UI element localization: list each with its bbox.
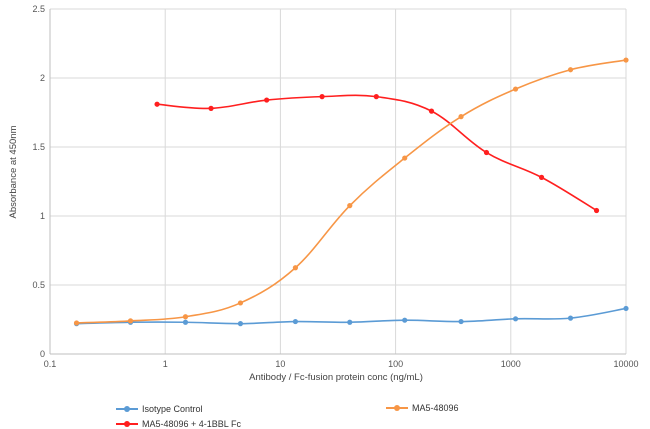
legend-item-ma5-48096-4-1bbl-fc: MA5-48096 + 4-1BBL Fc [116, 419, 241, 429]
data-point [402, 317, 408, 323]
data-point [458, 114, 464, 120]
data-point [127, 318, 134, 324]
y-tick-label: 1.5 [32, 142, 45, 152]
data-point [567, 315, 574, 321]
data-point [428, 108, 435, 114]
legend-swatch [116, 420, 138, 428]
data-point [458, 318, 464, 325]
data-point [154, 101, 160, 107]
series-line [76, 59, 627, 324]
y-tick-label: 2 [40, 73, 45, 83]
data-point [292, 265, 299, 271]
x-tick-label: 10000 [613, 359, 638, 369]
series-isotype-control [73, 305, 629, 327]
data-point [237, 321, 244, 327]
data-point [264, 97, 270, 103]
series-ma5-48096 [73, 57, 629, 326]
legend-item-ma5-48096: MA5-48096 [386, 403, 459, 413]
data-point [623, 305, 629, 312]
data-point [538, 174, 545, 180]
data-point [182, 319, 189, 325]
data-point [347, 203, 353, 209]
data-point [483, 149, 490, 156]
data-point [623, 57, 629, 63]
x-tick-label: 100 [388, 359, 403, 369]
data-point [182, 314, 189, 320]
legend-label: MA5-48096 [412, 403, 459, 413]
y-tick-label: 1 [40, 211, 45, 221]
gridlines [50, 8, 627, 354]
y-tick-label: 0 [40, 349, 45, 359]
legend-item-isotype-control: Isotype Control [116, 404, 203, 414]
data-point [512, 316, 519, 322]
legend-swatch [386, 404, 408, 412]
x-tick-label: 1 [163, 359, 168, 369]
data-point [237, 300, 244, 306]
series-line [157, 94, 597, 212]
data-point [567, 67, 574, 73]
series-group [73, 57, 629, 327]
legend-label: Isotype Control [142, 404, 203, 414]
y-axis-title: Absorbance at 450nm [8, 125, 19, 218]
x-tick-label: 10 [275, 359, 285, 369]
data-point [208, 105, 214, 111]
x-tick-label: 0.1 [44, 359, 57, 369]
legend-swatch [116, 405, 138, 413]
data-point [319, 94, 325, 100]
data-point [292, 318, 299, 325]
data-point [73, 320, 80, 326]
data-point [593, 207, 600, 214]
series-ma5-48096-4-1bbl-fc [154, 94, 600, 214]
data-point [347, 319, 353, 325]
data-point [373, 94, 379, 100]
legend-label: MA5-48096 + 4-1BBL Fc [142, 419, 241, 429]
axes [49, 9, 626, 355]
y-tick-label: 0.5 [32, 280, 45, 290]
x-tick-label: 1000 [501, 359, 521, 369]
tick-labels: 0.1 1 10 100 1000 10000 0 0.5 1 1.5 2 2.5 [32, 4, 638, 369]
y-tick-label: 2.5 [32, 4, 45, 14]
data-point [402, 155, 408, 161]
x-axis-title: Antibody / Fc-fusion protein conc (ng/mL… [249, 372, 423, 383]
data-point [512, 86, 519, 92]
